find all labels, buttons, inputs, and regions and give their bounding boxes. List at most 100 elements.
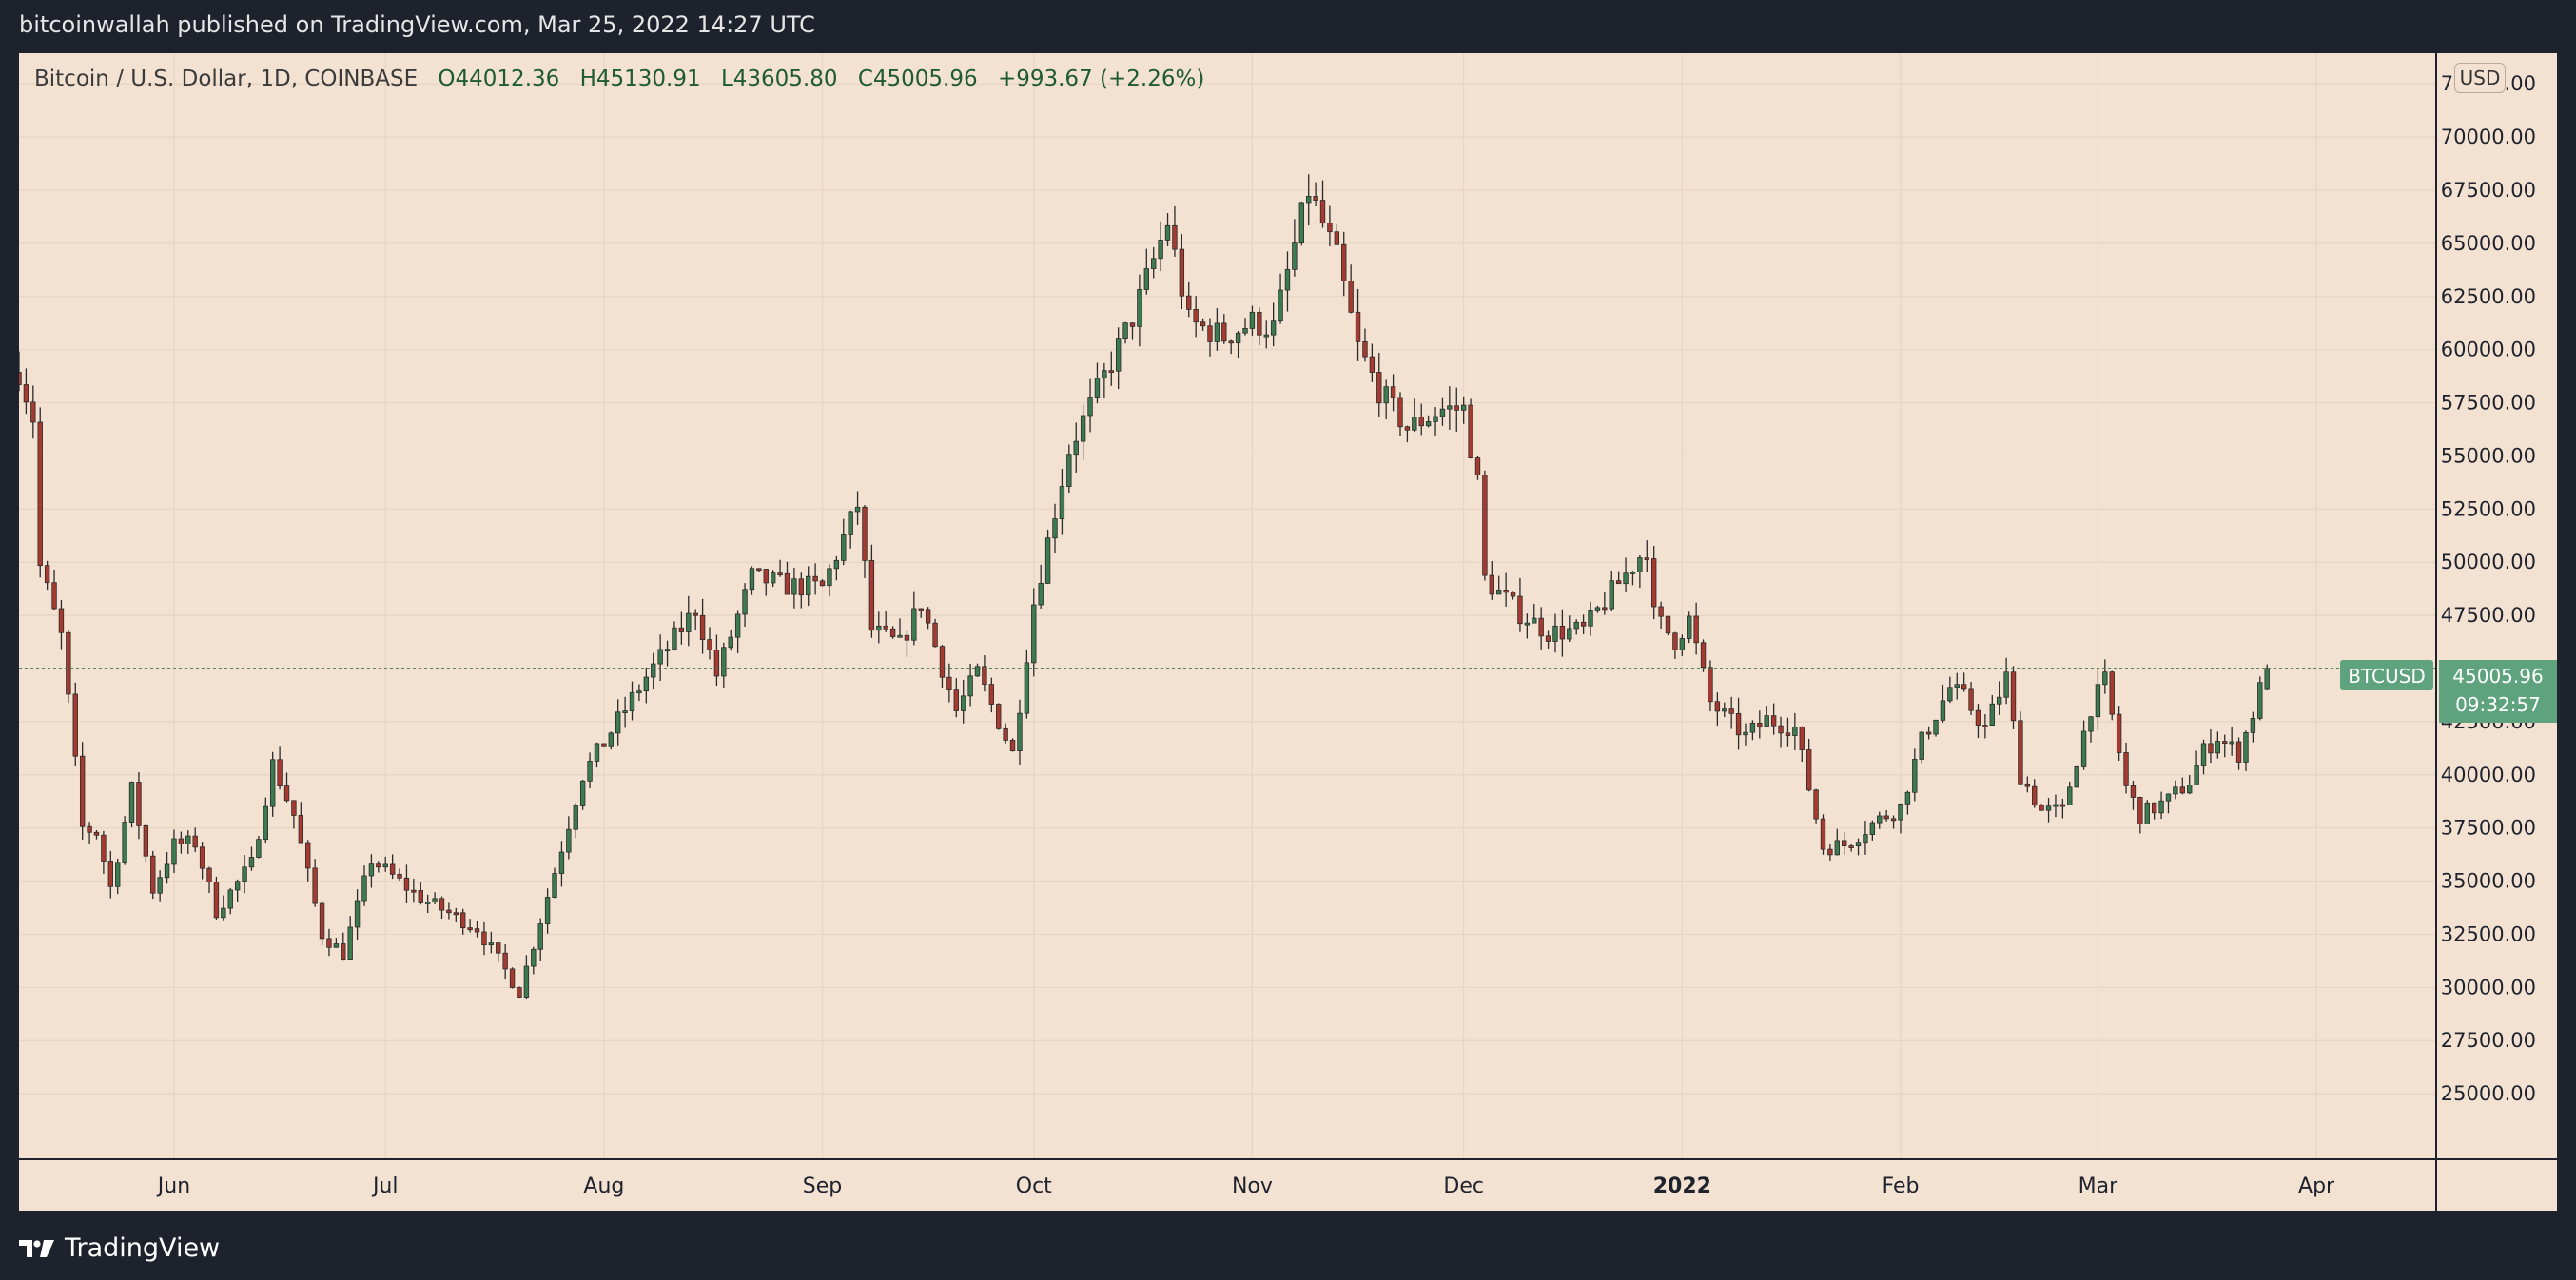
candle-up: [1679, 638, 1686, 650]
candle-down: [341, 943, 346, 960]
candle-down: [87, 825, 92, 833]
candle-up: [368, 863, 375, 877]
candle-up: [1792, 727, 1798, 736]
candle-up: [171, 838, 177, 865]
candle-down: [1714, 701, 1721, 712]
candle-up: [1919, 731, 1924, 760]
candle-up: [566, 828, 572, 853]
candle-down: [1799, 727, 1805, 750]
candle-down: [1355, 311, 1361, 342]
candle-up: [1214, 322, 1220, 342]
time-axis[interactable]: Jun Jul Aug Sep Oct Nov Dec 2022 Feb Mar Apr: [156, 1174, 2335, 1198]
candle-up: [1412, 417, 1417, 431]
symbol-description[interactable]: Bitcoin / U.S. Dollar, 1D, COINBASE: [34, 67, 419, 91]
candle-down: [1693, 615, 1699, 644]
candle-up: [1263, 334, 1269, 338]
candle-down: [1650, 558, 1657, 608]
candle-down: [1474, 457, 1481, 475]
candle-down: [1842, 840, 1847, 846]
candle-down: [1517, 595, 1523, 625]
candle-up: [185, 835, 191, 844]
candle-up: [1031, 604, 1037, 664]
candle-up: [1877, 815, 1883, 824]
time-tick-label: Nov: [1232, 1174, 1273, 1198]
candle-down: [2059, 804, 2066, 807]
candle-up: [2067, 786, 2073, 805]
candle-down: [1848, 845, 1854, 848]
candle-up: [841, 534, 847, 561]
candle-up: [1637, 557, 1643, 572]
candle-down: [1376, 372, 1382, 404]
legend-open: O44012.36: [438, 67, 560, 91]
candle-up: [827, 568, 832, 587]
candle-down: [1327, 223, 1333, 233]
candle-up: [1038, 583, 1044, 606]
tradingview-logo-icon: [19, 1239, 54, 1257]
candle-up: [1573, 621, 1579, 630]
plot-background: [19, 53, 2557, 1211]
candle-up: [573, 805, 578, 830]
candle-down: [1968, 688, 1974, 711]
price-tick-label: 30000.00: [2441, 976, 2536, 999]
candle-up: [967, 675, 973, 697]
candle-down: [1827, 848, 1833, 856]
candle-up: [651, 663, 656, 678]
candle-down: [298, 815, 304, 844]
candle-down: [1665, 615, 1671, 634]
candle-down: [206, 867, 212, 882]
candle-down: [713, 650, 720, 677]
currency-button[interactable]: USD: [2454, 63, 2506, 93]
candle-down: [1009, 740, 1016, 752]
candle-up: [2215, 741, 2221, 754]
candle-up: [1102, 370, 1107, 379]
candle-down: [1975, 709, 1981, 726]
candle-down: [1658, 606, 1664, 617]
tradingview-logo[interactable]: TradingView: [19, 1233, 220, 1263]
time-tick-label: Sep: [803, 1174, 842, 1198]
candle-up: [1115, 338, 1122, 372]
candle-up: [1080, 415, 1086, 442]
candle-down: [2123, 752, 2129, 786]
candle-up: [806, 575, 811, 596]
candle-down: [939, 646, 946, 678]
candle-up: [1749, 723, 1756, 733]
candle-down: [411, 889, 417, 893]
price-tick-label: 50000.00: [2441, 551, 2536, 573]
candle-up: [1609, 580, 1614, 610]
candle-up: [1567, 628, 1572, 640]
candle-up: [523, 965, 530, 998]
candle-down: [418, 890, 423, 903]
candle-up: [221, 907, 226, 919]
candle-up: [854, 506, 861, 513]
candle-down: [2109, 671, 2115, 715]
candle-down: [2130, 785, 2137, 798]
candle-down: [756, 568, 762, 572]
candle-up: [615, 711, 621, 734]
candle-down: [389, 863, 396, 875]
candle-down: [502, 952, 508, 970]
chart-area[interactable]: 25000.00 27500.00 30000.00 32500.00 35000.00…: [19, 53, 2557, 1211]
candle-down: [93, 831, 100, 836]
candle-down: [862, 506, 868, 561]
candle-up: [269, 759, 276, 807]
candles: [19, 174, 2270, 999]
candle-up: [2250, 718, 2256, 733]
candle-up: [2080, 730, 2087, 767]
candle-up: [1460, 404, 1467, 411]
candle-up: [1996, 696, 2002, 705]
candle-up: [1270, 320, 1277, 336]
candle-up: [1158, 240, 1163, 260]
candle-up: [1249, 311, 1256, 329]
candle-down: [1700, 642, 1707, 669]
candle-up: [1855, 842, 1862, 846]
candle-up: [636, 690, 642, 694]
candle-down: [1925, 731, 1932, 735]
candle-up: [537, 923, 543, 950]
candlestick-chart[interactable]: 25000.00 27500.00 30000.00 32500.00 35000.00…: [19, 53, 2557, 1211]
candle-up: [1524, 622, 1531, 626]
candle-down: [2151, 802, 2157, 814]
candle-down: [2222, 741, 2228, 744]
candle-down: [1735, 712, 1742, 736]
candle-up: [1764, 715, 1769, 727]
candle-up: [1024, 662, 1030, 714]
